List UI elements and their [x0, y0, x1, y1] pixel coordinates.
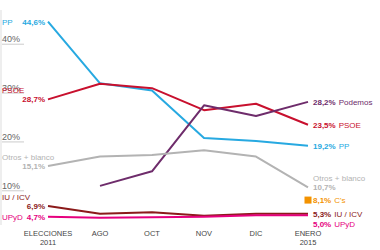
data-label: 28,7%	[22, 95, 45, 104]
data-label: 28,2%	[313, 98, 336, 107]
x-tick-label-line: 2015	[300, 238, 317, 247]
series-name-label: IU / ICV	[2, 193, 31, 202]
data-label: 8,1%	[313, 196, 331, 205]
series-name-label: Otros + blanco	[2, 153, 55, 162]
series-name-label: PP	[339, 142, 350, 151]
x-tick-label: OCT	[144, 229, 160, 238]
y-tick-label: 10%	[2, 181, 20, 191]
series-name-label: UPyD	[2, 213, 23, 222]
x-tick-label-line: ENERO	[295, 229, 322, 238]
series-name-label: Otros + blanco	[313, 174, 366, 183]
series-name-label: UPyD	[334, 220, 355, 229]
series-name-label: IU / ICV	[334, 210, 363, 219]
series-line	[48, 84, 308, 125]
series-name-label: PSOE	[2, 86, 24, 95]
x-tick-label-line: 2011	[40, 238, 56, 247]
x-tick-label: ELECCIONES2011	[24, 229, 72, 247]
data-label: 5,0%	[313, 220, 331, 229]
marker	[305, 197, 312, 204]
x-tick-label: DIC	[250, 229, 264, 238]
series-name-label: PSOE	[339, 121, 361, 130]
series-name-label: PP	[2, 18, 13, 27]
plot-marks	[48, 22, 312, 218]
y-tick-label: 20%	[2, 132, 20, 142]
series-line	[48, 22, 308, 146]
data-label: 5,3%	[313, 210, 331, 219]
data-label: 6,9%	[27, 202, 45, 211]
data-label: 4,7%	[27, 213, 45, 222]
x-tick-label: ENERO2015	[295, 229, 322, 247]
x-tick-label-line: ELECCIONES	[24, 229, 72, 238]
series-name-label: C's	[334, 196, 345, 205]
series-name-label: Podemos	[339, 98, 373, 107]
data-label: 23,5%	[313, 121, 336, 130]
x-tick-label-line: NOV	[196, 229, 212, 238]
series-line	[48, 215, 308, 218]
series-line	[48, 150, 308, 187]
x-tick-label-line: OCT	[144, 229, 160, 238]
x-tick-label-line: DIC	[250, 229, 264, 238]
chart: 10%20%30%40%ELECCIONES2011AGOOCTNOVDICEN…	[0, 0, 380, 250]
x-tick-label: AGO	[92, 229, 109, 238]
x-tick-label-line: AGO	[92, 229, 109, 238]
series-line	[100, 102, 308, 186]
x-tick-label: NOV	[196, 229, 212, 238]
data-label: 19,2%	[313, 142, 336, 151]
data-label: 44,6%	[22, 18, 45, 27]
data-label: 15,1%	[22, 162, 45, 171]
y-tick-label: 40%	[2, 34, 20, 44]
data-label: 10,7%	[313, 183, 336, 192]
